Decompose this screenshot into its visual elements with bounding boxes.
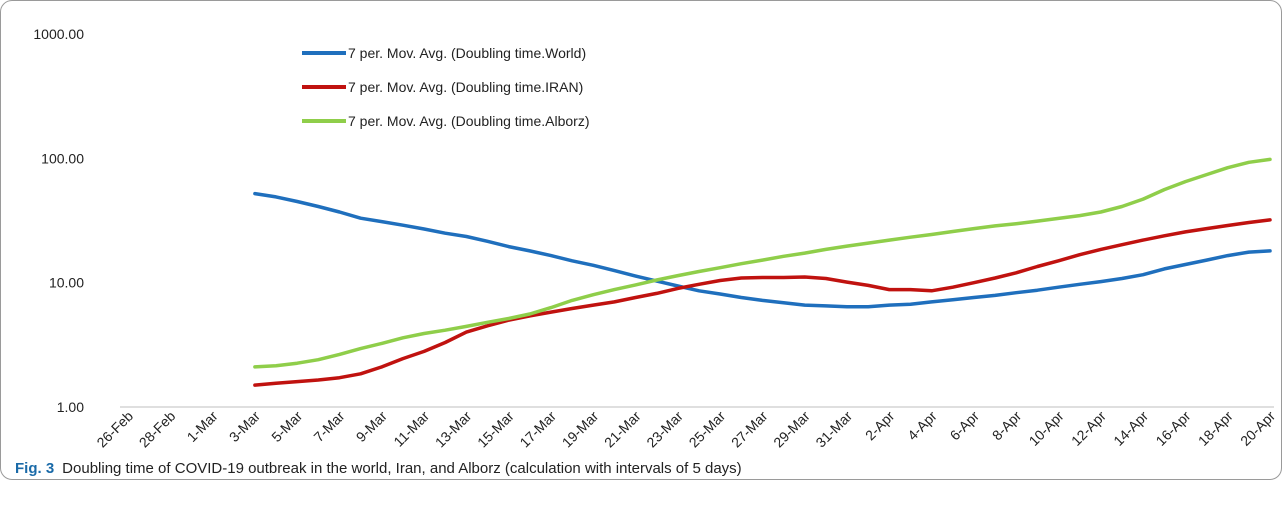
x-axis: 26-Feb 28-Feb 1-Mar 3-Mar 5-Mar 7-Mar 9-Mar 11-… [93,406,1278,451]
x-tick-label: 8-Apr [989,408,1025,444]
y-tick-label: 100.00 [41,150,84,166]
x-tick-label: 26-Feb [93,408,136,451]
x-tick-label: 16-Apr [1152,408,1193,449]
x-tick-label: 20-Apr [1237,408,1278,449]
y-tick-label: 1000.00 [33,26,84,42]
x-tick-label: 28-Feb [136,408,179,451]
y-tick-label: 1.00 [57,399,84,415]
x-tick-label: 19-Mar [559,408,602,451]
x-tick-label: 23-Mar [643,408,686,451]
legend: 7 per. Mov. Avg. (Doubling time.World) 7 … [302,45,589,129]
x-tick-label: 3-Mar [226,408,263,445]
x-tick-label: 6-Apr [947,408,983,444]
x-tick-label: 5-Mar [268,408,305,445]
x-tick-label: 4-Apr [904,408,940,444]
series-line-2 [253,157,1272,369]
x-tick-label: 17-Mar [516,408,559,451]
y-axis: 1000.00 100.00 10.00 1.00 [33,26,84,415]
chart-frame [0,0,1282,480]
x-tick-label: 27-Mar [728,408,771,451]
series-line-1 [253,218,1272,387]
x-tick-label: 25-Mar [686,408,729,451]
series-line-0 [253,191,1272,309]
x-tick-label: 14-Apr [1110,408,1151,449]
legend-label-0: 7 per. Mov. Avg. (Doubling time.World) [348,45,586,61]
x-tick-label: 7-Mar [310,408,347,445]
figure-caption-text: Doubling time of COVID-19 outbreak in th… [62,460,742,477]
x-tick-label: 10-Apr [1026,408,1067,449]
x-tick-label: 2-Apr [862,408,898,444]
legend-label-2: 7 per. Mov. Avg. (Doubling time.Alborz) [348,113,589,129]
figure-label: Fig. 3 [15,460,55,477]
x-tick-label: 9-Mar [353,408,390,445]
x-tick-label: 12-Apr [1068,408,1109,449]
x-tick-label: 29-Mar [770,408,813,451]
figure-caption: Fig. 3 Doubling time of COVID-19 outbreak… [15,460,742,477]
y-tick-label: 10.00 [49,275,84,291]
chart-svg: 1000.00 100.00 10.00 1.00 26-Feb 28-Feb 1-Mar… [33,26,1278,451]
x-tick-label: 1-Mar [184,408,221,445]
legend-label-1: 7 per. Mov. Avg. (Doubling time.IRAN) [348,79,583,95]
x-tick-label: 31-Mar [812,408,855,451]
x-tick-label: 11-Mar [390,408,432,450]
series-layer [253,157,1272,387]
x-tick-label: 13-Mar [432,408,475,451]
x-tick-label: 18-Apr [1195,408,1236,449]
x-tick-label: 21-Mar [601,408,644,451]
x-tick-label: 15-Mar [474,408,517,451]
